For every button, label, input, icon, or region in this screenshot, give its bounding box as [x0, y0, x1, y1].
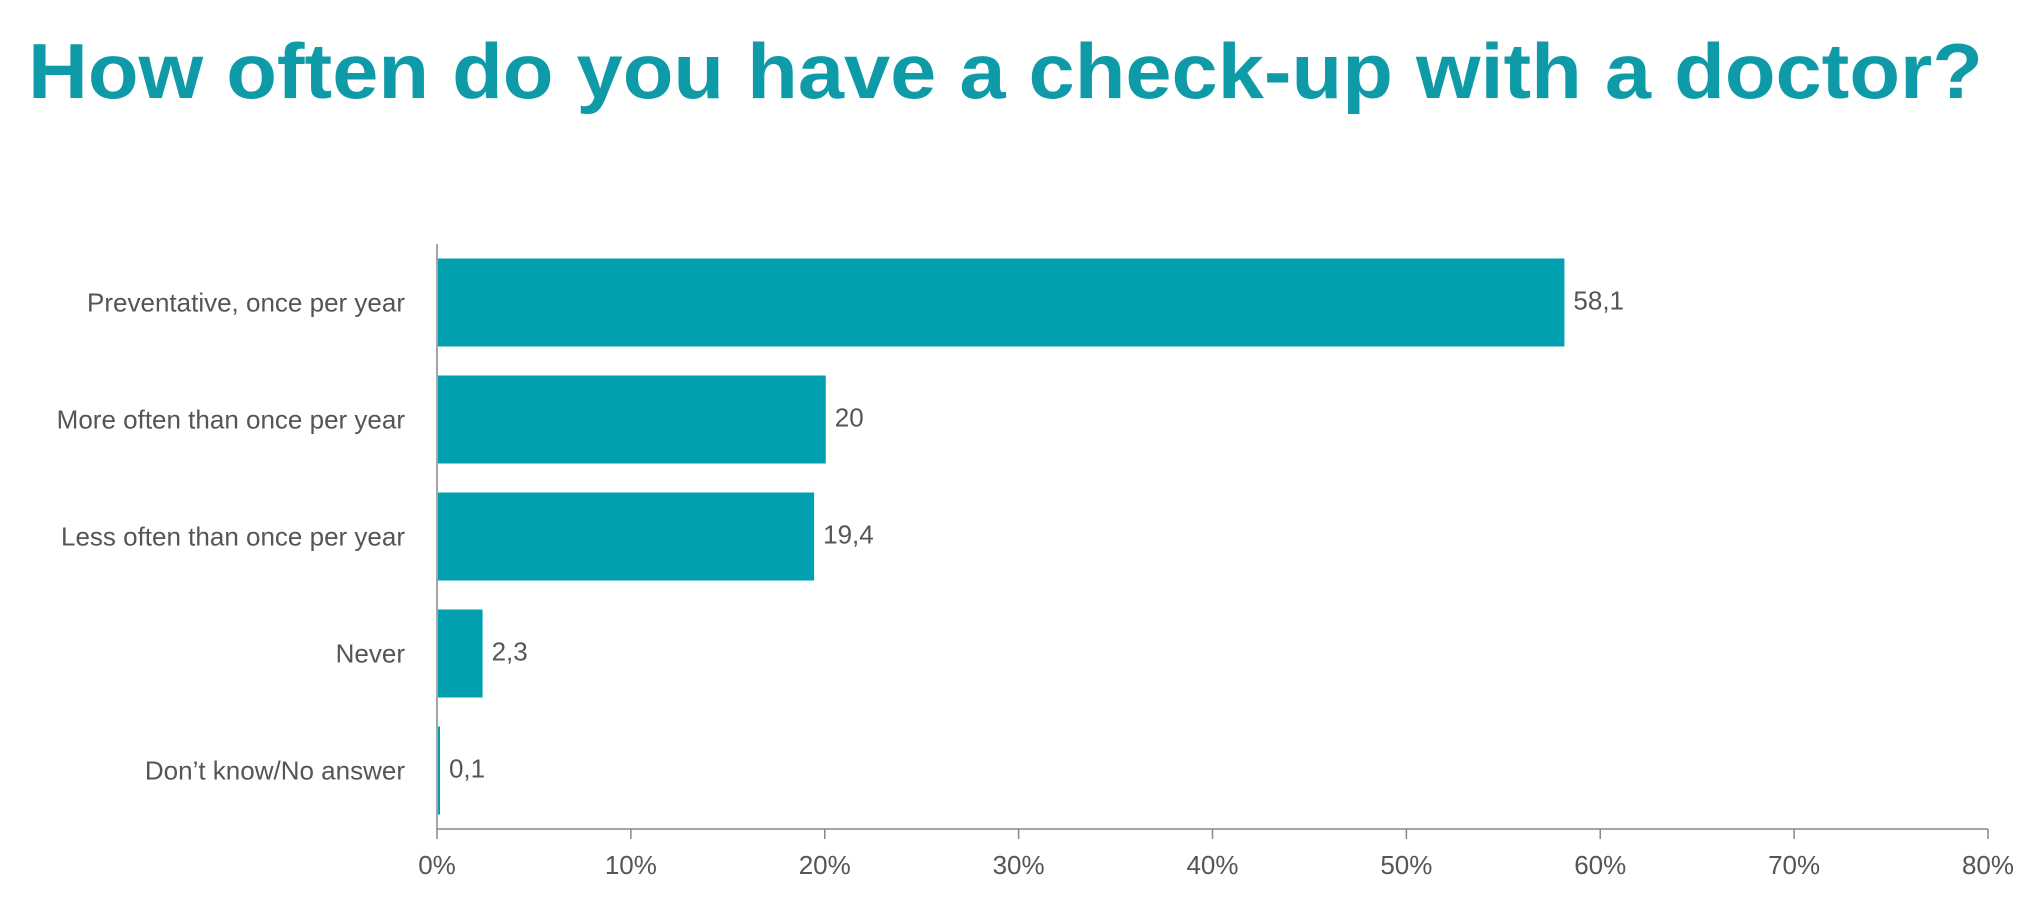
bar — [438, 609, 483, 698]
x-tick-label: 80% — [1962, 850, 2014, 880]
y-tick-label: More often than once per year — [57, 404, 406, 434]
x-tick-label: 50% — [1380, 850, 1432, 880]
value-label: 20 — [835, 402, 864, 432]
y-tick-label: Less often than once per year — [61, 521, 405, 551]
bar — [438, 258, 1565, 347]
x-tick-label: 30% — [993, 850, 1045, 880]
value-label: 58,1 — [1573, 285, 1624, 315]
y-tick-label: Never — [336, 638, 406, 668]
bar — [438, 726, 440, 815]
value-label: 2,3 — [492, 636, 528, 666]
x-tick-label: 0% — [418, 850, 456, 880]
x-tick-label: 60% — [1574, 850, 1626, 880]
chart-title: How often do you have a check-up with a … — [28, 27, 1983, 115]
bar — [438, 375, 826, 464]
value-label: 19,4 — [823, 519, 874, 549]
bar — [438, 492, 815, 581]
y-tick-label: Preventative, once per year — [87, 287, 405, 317]
y-tick-label: Don’t know/No answer — [145, 755, 405, 785]
x-tick-label: 70% — [1768, 850, 1820, 880]
x-tick-label: 40% — [1186, 850, 1238, 880]
x-tick-label: 10% — [605, 850, 657, 880]
value-label: 0,1 — [449, 753, 485, 783]
x-tick-label: 20% — [799, 850, 851, 880]
